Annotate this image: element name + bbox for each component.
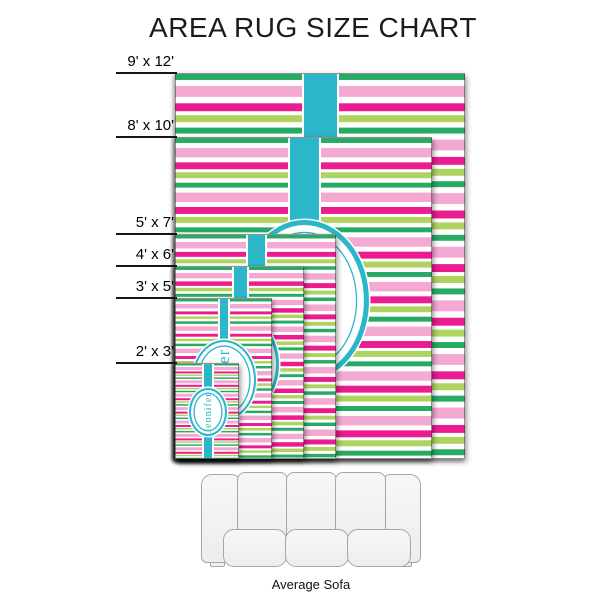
sofa-seat-cushion <box>223 529 287 567</box>
size-label-3x5: 3' x 5' <box>135 278 174 296</box>
size-line-4x6 <box>116 265 177 267</box>
size-label-2x3: 2' x 3' <box>135 342 174 360</box>
sofa-label: Average Sofa <box>271 577 351 592</box>
size-label-8x10: 8' x 10' <box>127 117 174 135</box>
sofa-seat-cushion <box>285 529 349 567</box>
size-label-4x6: 4' x 6' <box>135 246 174 263</box>
rug-monogram-oval: Jennifer <box>188 388 228 437</box>
size-label-5x7: 5' x 7' <box>135 213 174 231</box>
size-line-8x10 <box>116 136 177 139</box>
rug-2x3: Jennifer <box>175 362 240 459</box>
size-line-3x5 <box>116 297 177 300</box>
size-line-5x7 <box>116 232 177 235</box>
size-line-2x3 <box>116 361 177 364</box>
page-title: AREA RUG SIZE CHART <box>149 12 477 43</box>
size-label-9x12: 9' x 12' <box>127 53 174 70</box>
sofa-seat-cushion <box>347 529 411 567</box>
rug-monogram-name: Jennifer <box>202 391 214 433</box>
size-line-9x12 <box>116 72 177 74</box>
average-sofa-illustration <box>201 472 421 568</box>
